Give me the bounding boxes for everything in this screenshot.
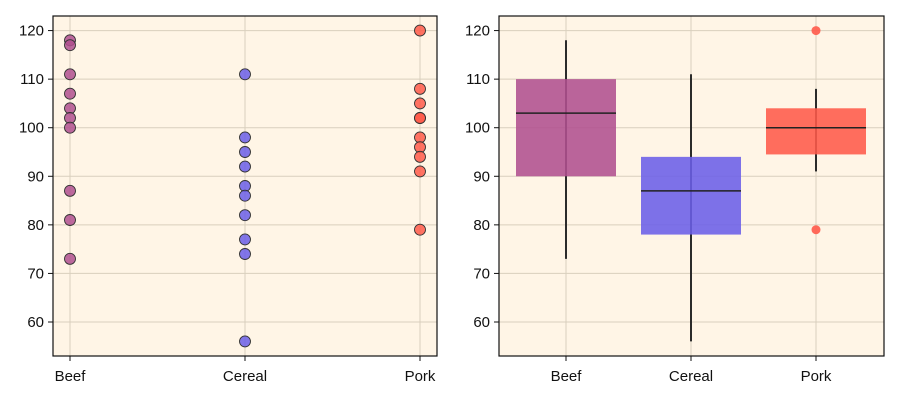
scatter-point-cereal — [239, 209, 251, 222]
scatter-point-cereal — [239, 160, 251, 173]
scatter-xtick-label: Pork — [405, 368, 436, 385]
scatter-point-cereal — [239, 335, 251, 348]
box-body-cereal — [641, 156, 741, 235]
box-ytick-label: 100 — [465, 120, 490, 137]
scatter-point-beef — [64, 68, 76, 81]
scatter-point-cereal — [239, 131, 251, 144]
scatter-point-beef — [64, 87, 76, 100]
box-ytick-label: 60 — [473, 314, 490, 331]
scatter-panel: 60 70 80 90 100 110 120 Beef Cereal Pork — [19, 15, 438, 385]
boxplot-panel: 60 70 80 90 100 110 120 Beef Cereal Pork — [465, 15, 885, 385]
scatter-point-pork — [414, 165, 426, 178]
scatter-point-pork — [414, 112, 426, 124]
scatter-point-pork — [414, 97, 426, 110]
scatter-point-cereal — [239, 189, 251, 202]
scatter-point-pork — [414, 223, 426, 236]
scatter-ytick-label: 60 — [27, 314, 44, 331]
box-xtick-label: Beef — [551, 368, 583, 385]
box-body-pork — [766, 108, 866, 155]
scatter-point-beef — [64, 121, 76, 134]
box-outlier-pork — [811, 225, 821, 235]
box-ytick-label: 70 — [473, 265, 490, 282]
box-ytick-label: 90 — [473, 168, 490, 185]
box-xtick-label: Cereal — [669, 368, 713, 385]
box-ytick-label: 120 — [465, 23, 490, 40]
scatter-xtick-label: Beef — [55, 368, 87, 385]
scatter-point-beef — [64, 214, 76, 226]
scatter-xtick-label: Cereal — [223, 368, 267, 385]
scatter-ytick-label: 80 — [27, 217, 44, 234]
box-outlier-pork — [811, 26, 821, 36]
scatter-point-pork — [414, 24, 426, 37]
scatter-ytick-label: 110 — [20, 71, 44, 88]
box-ytick-label: 110 — [466, 71, 490, 88]
scatter-point-cereal — [239, 146, 251, 158]
scatter-point-beef — [64, 252, 76, 265]
scatter-ytick-label: 100 — [19, 120, 44, 137]
box-body-beef — [516, 79, 616, 177]
scatter-point-cereal — [239, 68, 251, 81]
scatter-point-beef — [64, 184, 76, 197]
scatter-point-cereal — [239, 248, 251, 260]
box-xtick-label: Pork — [801, 368, 832, 385]
scatter-ytick-label: 120 — [19, 23, 44, 40]
scatter-point-pork — [414, 150, 426, 163]
box-ytick-label: 80 — [473, 217, 490, 234]
scatter-point-beef — [64, 39, 76, 52]
scatter-ytick-label: 70 — [27, 265, 44, 282]
scatter-point-cereal — [239, 233, 251, 246]
scatter-point-pork — [414, 82, 426, 95]
scatter-ytick-label: 90 — [27, 168, 44, 185]
